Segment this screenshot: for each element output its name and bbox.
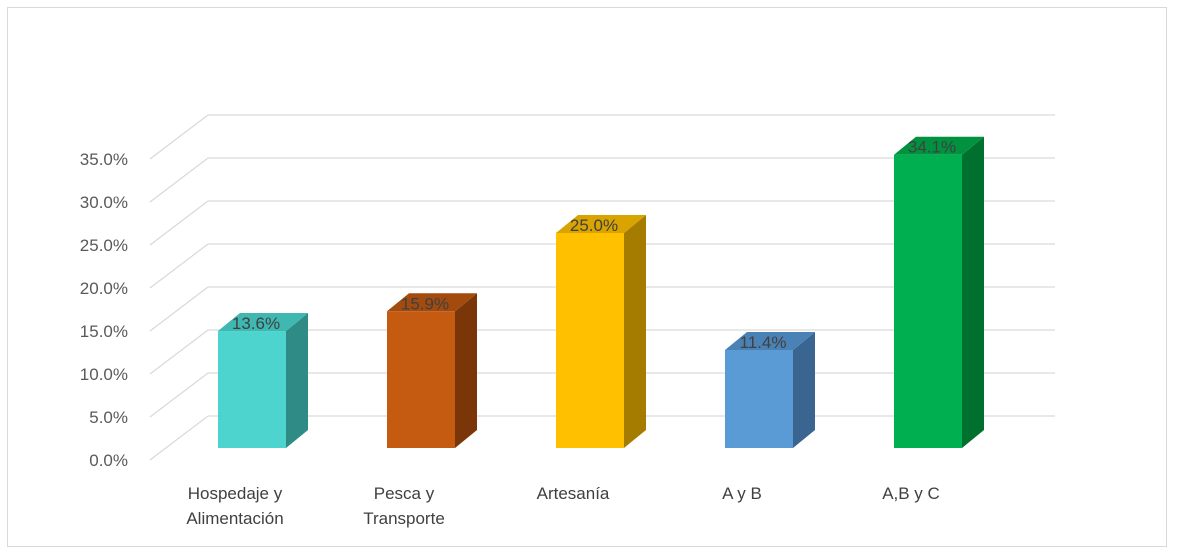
bar-top	[387, 293, 477, 312]
x-tick-label: Pesca y	[374, 484, 435, 503]
gridline-diagonal	[149, 114, 209, 160]
bar	[894, 154, 962, 449]
gridline-diagonal	[149, 243, 209, 289]
data-label: 13.6%	[232, 314, 280, 333]
gridline-diagonal	[149, 372, 209, 418]
gridline-diagonal	[149, 415, 209, 461]
gridline-diagonal	[149, 157, 209, 203]
bar-side	[286, 313, 308, 448]
bar	[218, 331, 286, 448]
y-tick-label: 30.0%	[80, 193, 128, 212]
y-tick-label: 35.0%	[80, 150, 128, 169]
x-tick-label: Alimentación	[186, 509, 283, 528]
bar-side	[624, 215, 646, 448]
x-tick-label: A,B y C	[882, 484, 940, 503]
bar-top	[218, 313, 308, 332]
bar	[725, 349, 793, 448]
y-tick-label: 20.0%	[80, 279, 128, 298]
bar-side	[962, 136, 984, 449]
y-tick-label: 5.0%	[89, 408, 128, 427]
bar-top	[556, 215, 646, 233]
bar-side	[793, 331, 815, 448]
x-tick-label: Hospedaje y	[188, 484, 283, 503]
x-tick-label: Transporte	[363, 509, 445, 528]
x-tick-label: A y B	[722, 484, 762, 503]
gridline-diagonal	[149, 200, 209, 246]
data-label: 15.9%	[401, 294, 449, 313]
gridline-diagonal	[149, 286, 209, 332]
y-tick-label: 0.0%	[89, 451, 128, 470]
data-label: 34.1%	[908, 138, 956, 157]
bar	[387, 311, 455, 448]
x-tick-label: Artesanía	[537, 484, 610, 503]
bar-side	[455, 293, 477, 448]
data-label: 25.0%	[570, 216, 618, 235]
bar-top	[725, 331, 815, 350]
y-tick-label: 15.0%	[80, 322, 128, 341]
bar-top	[894, 136, 984, 155]
gridline-diagonal	[149, 329, 209, 375]
data-label: 11.4%	[740, 333, 787, 352]
y-tick-label: 10.0%	[80, 365, 128, 384]
y-tick-label: 25.0%	[80, 236, 128, 255]
bar	[556, 233, 624, 448]
